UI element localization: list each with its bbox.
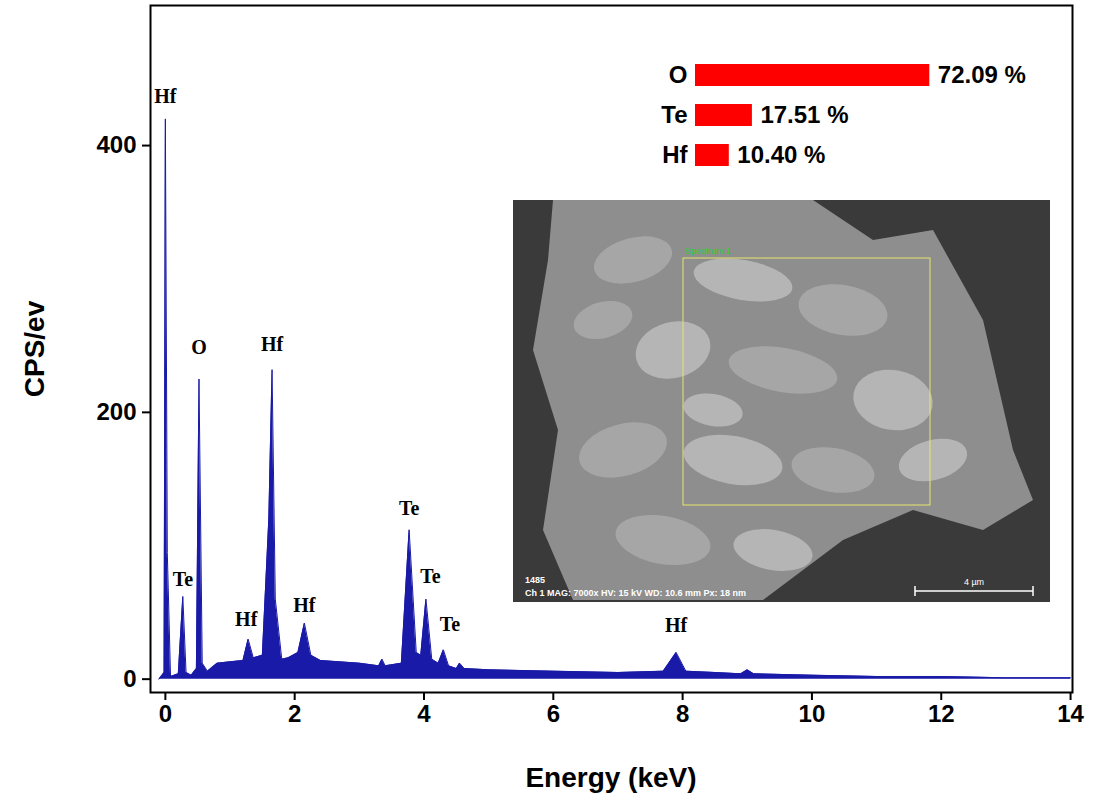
svg-text:Hf: Hf — [665, 614, 688, 636]
svg-text:Te: Te — [399, 497, 420, 519]
svg-text:14: 14 — [1057, 700, 1084, 727]
svg-text:4 µm: 4 µm — [964, 577, 984, 587]
svg-text:6: 6 — [547, 700, 560, 727]
svg-text:Ch 1 MAG: 7000x HV: 15 kV: Ch 1 MAG: 7000x HV: 15 kV WD: 10.6 mm Px… — [525, 588, 746, 598]
html-text:CPS/ev: CPS/ev — [19, 300, 50, 397]
svg-text:72.09 %: 72.09 % — [938, 61, 1026, 88]
svg-text:10: 10 — [799, 700, 826, 727]
svg-text:2: 2 — [288, 700, 301, 727]
svg-text:Te: Te — [420, 565, 441, 587]
svg-text:12: 12 — [928, 700, 955, 727]
html-text:Energy (keV): Energy (keV) — [525, 762, 697, 793]
svg-text:Hf: Hf — [293, 594, 316, 616]
svg-text:O: O — [191, 336, 207, 358]
svg-text:O: O — [669, 61, 688, 88]
svg-text:Hf: Hf — [261, 333, 284, 355]
svg-text:1485: 1485 — [525, 575, 545, 585]
svg-text:Hf: Hf — [662, 141, 688, 168]
svg-text:0: 0 — [159, 700, 172, 727]
svg-text:10.40 %: 10.40 % — [737, 141, 825, 168]
svg-text:200: 200 — [96, 398, 136, 425]
svg-text:4: 4 — [417, 700, 431, 727]
svg-text:Te: Te — [661, 101, 687, 128]
svg-text:Hf: Hf — [235, 608, 258, 630]
svg-text:Hf: Hf — [154, 85, 177, 107]
svg-text:8: 8 — [676, 700, 689, 727]
svg-text:Spectrum 1: Spectrum 1 — [685, 246, 731, 256]
svg-text:0: 0 — [123, 665, 136, 692]
svg-text:400: 400 — [96, 131, 136, 158]
svg-text:Te: Te — [173, 568, 194, 590]
svg-text:Te: Te — [440, 613, 461, 635]
svg-text:17.51 %: 17.51 % — [760, 101, 848, 128]
